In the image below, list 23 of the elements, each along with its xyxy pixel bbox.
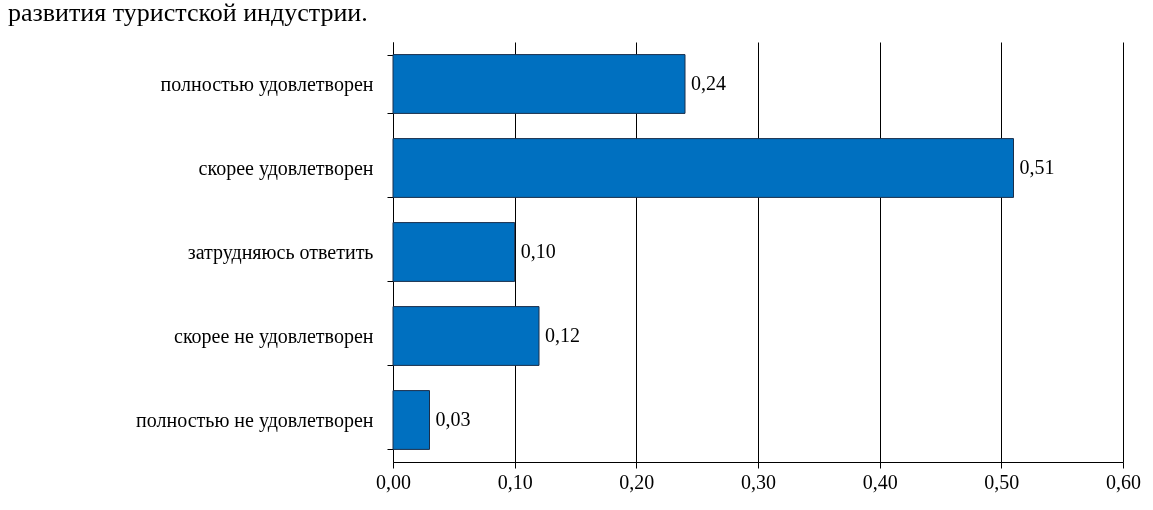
x-tick-label: 0,30 (741, 470, 776, 493)
x-tick-label: 0,50 (984, 470, 1020, 493)
x-tick-label: 0,20 (619, 470, 655, 493)
y-tick-label: полностью не удовлетворен (136, 408, 374, 432)
bar (392, 54, 686, 114)
bar (392, 222, 516, 282)
x-tick-label: 0,40 (862, 470, 898, 493)
x-tick-label: 0,10 (497, 470, 533, 493)
data-label: 0,24 (691, 72, 726, 94)
x-tick-label: 0,00 (376, 470, 411, 493)
y-tick-label: скорее удовлетворен (198, 156, 374, 180)
y-tick-label: затрудняюсь ответить (187, 240, 374, 264)
bar (392, 390, 430, 450)
y-tick-label: скорее не удовлетворен (174, 324, 374, 348)
x-tick-label: 0,60 (1106, 470, 1141, 493)
data-label: 0,12 (545, 324, 580, 346)
y-tick-label: полностью удовлетворен (160, 72, 374, 96)
data-label: 0,03 (435, 408, 471, 430)
data-label: 0,51 (1019, 156, 1055, 178)
chart-title: развития туристской индустрии. (8, 0, 368, 27)
bar (392, 138, 1014, 198)
data-label: 0,10 (520, 240, 556, 262)
bar (392, 306, 540, 366)
